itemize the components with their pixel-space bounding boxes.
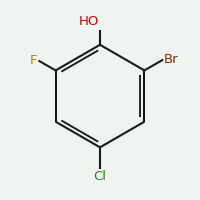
- Text: F: F: [30, 54, 38, 67]
- Text: Cl: Cl: [94, 170, 106, 183]
- Text: HO: HO: [79, 15, 99, 28]
- Text: Br: Br: [164, 53, 179, 66]
